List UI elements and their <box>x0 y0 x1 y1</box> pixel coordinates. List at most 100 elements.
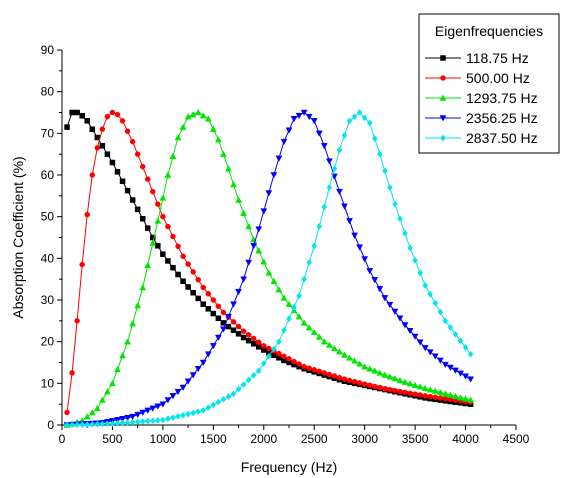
data-point <box>180 253 186 259</box>
data-point <box>114 111 121 118</box>
data-point <box>406 380 414 387</box>
data-point <box>376 369 384 376</box>
data-point <box>436 388 444 396</box>
data-point <box>79 113 85 119</box>
data-point <box>185 261 191 267</box>
data-point <box>467 350 474 358</box>
data-point <box>83 413 91 420</box>
data-point <box>139 418 146 425</box>
data-point <box>220 395 227 403</box>
data-point <box>225 313 232 321</box>
data-point <box>255 226 263 233</box>
data-point <box>209 125 217 132</box>
data-point <box>175 413 181 420</box>
data-point <box>412 391 418 397</box>
legend-item: 2837.50 Hz <box>425 130 538 146</box>
data-point <box>129 197 136 203</box>
data-point <box>195 408 202 416</box>
data-point <box>306 365 312 371</box>
data-point <box>341 376 348 382</box>
data-point <box>422 282 429 289</box>
data-point <box>462 344 469 351</box>
data-point <box>361 363 369 370</box>
data-point <box>134 206 141 213</box>
data-point <box>452 392 459 399</box>
data-point <box>387 386 393 393</box>
data-point <box>169 152 177 159</box>
data-point <box>94 420 101 428</box>
data-point <box>261 343 267 349</box>
x-tick-label: 3500 <box>402 432 429 446</box>
data-point <box>391 308 399 315</box>
data-point <box>447 324 454 331</box>
legend-label: 2837.50 Hz <box>466 130 538 146</box>
data-point <box>336 146 343 154</box>
data-point <box>150 188 156 195</box>
data-point <box>286 356 292 362</box>
data-point <box>154 403 162 410</box>
data-point <box>382 386 388 392</box>
data-point <box>69 421 75 429</box>
data-point <box>305 113 313 121</box>
data-point <box>119 352 126 359</box>
data-point <box>139 283 147 291</box>
data-point <box>129 413 137 421</box>
legend-swatch-marker <box>439 115 447 122</box>
data-point <box>69 109 75 116</box>
data-point <box>84 421 91 428</box>
data-point <box>301 363 307 370</box>
data-point <box>129 138 136 145</box>
data-point <box>382 167 388 175</box>
data-point <box>195 276 201 283</box>
data-point <box>341 351 348 358</box>
data-point <box>235 196 242 203</box>
data-point <box>204 115 212 122</box>
data-point <box>271 345 277 353</box>
data-point <box>139 409 147 417</box>
data-point <box>442 396 449 402</box>
data-point <box>124 338 131 345</box>
data-point <box>381 371 389 378</box>
data-point <box>174 133 182 141</box>
data-point <box>305 324 313 331</box>
data-point <box>310 118 318 125</box>
data-point <box>79 421 86 428</box>
data-point <box>310 328 318 336</box>
legend-item: 118.75 Hz <box>425 50 529 66</box>
data-point <box>346 218 353 225</box>
y-tick-label: 20 <box>41 335 55 349</box>
data-point <box>397 388 403 395</box>
data-point <box>250 243 258 250</box>
data-point <box>99 126 106 132</box>
data-point <box>155 243 161 249</box>
y-tick-label: 70 <box>41 126 55 140</box>
data-point <box>457 370 464 377</box>
series-line <box>66 112 471 405</box>
data-point <box>240 276 248 283</box>
data-point <box>99 143 106 149</box>
data-point <box>230 327 237 333</box>
data-point <box>190 409 196 417</box>
data-point <box>386 301 394 309</box>
data-point <box>225 165 232 172</box>
data-point <box>321 203 328 211</box>
data-point <box>325 158 333 165</box>
data-point <box>159 401 167 408</box>
data-point <box>88 408 96 416</box>
data-point <box>467 376 475 383</box>
data-point <box>401 378 409 385</box>
legend-title: Eigenfrequencies <box>435 23 543 39</box>
data-point <box>179 384 187 392</box>
legend-item: 2356.25 Hz <box>425 110 538 126</box>
x-tick-label: 1000 <box>150 432 177 446</box>
legend-swatch-marker <box>440 55 446 61</box>
data-point <box>230 390 237 398</box>
data-point <box>134 418 141 426</box>
data-point <box>235 288 242 296</box>
data-point <box>280 138 288 146</box>
data-point <box>210 310 217 317</box>
data-point <box>114 365 121 373</box>
data-point <box>371 367 379 374</box>
data-point <box>361 256 369 263</box>
data-point <box>361 114 368 122</box>
